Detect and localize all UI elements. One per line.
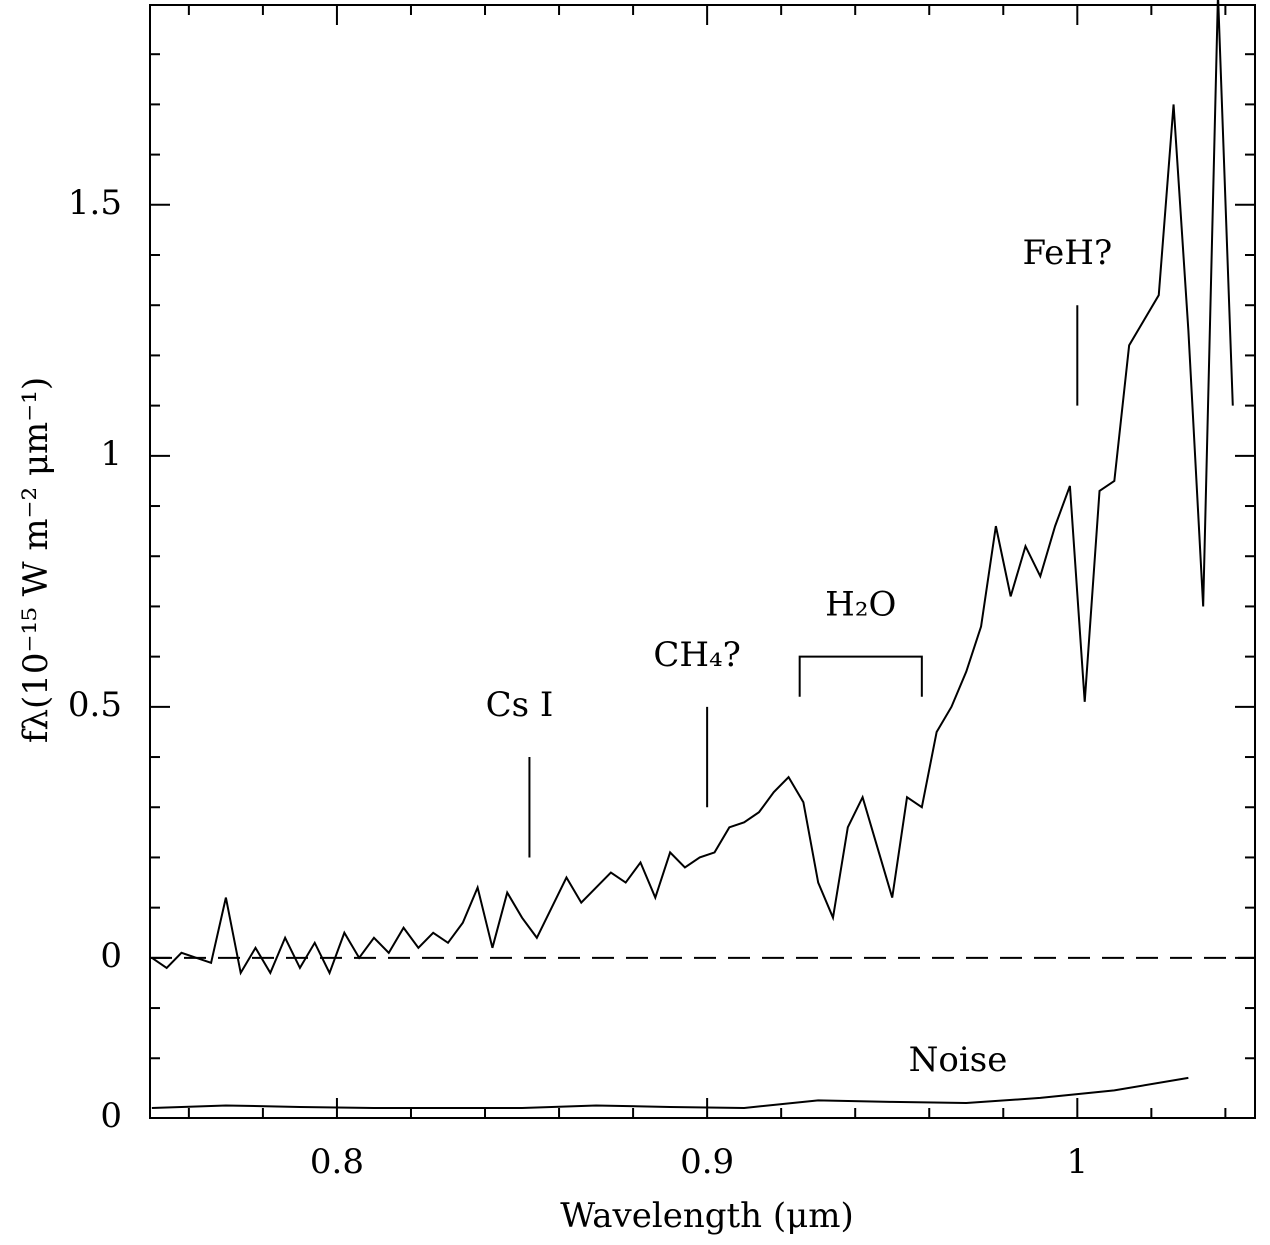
annotation-label: H₂O xyxy=(825,585,896,625)
annotation-label: CH₄? xyxy=(653,635,741,675)
y-axis-label: fλ(10⁻¹⁵ W m⁻² μm⁻¹) xyxy=(16,377,56,743)
spectrum-line xyxy=(151,1076,1189,1109)
y-tick-label: 0 xyxy=(100,936,122,976)
x-axis-label: Wavelength (μm) xyxy=(560,1196,853,1236)
annotation-label: FeH? xyxy=(1022,233,1112,273)
annotation-bracket xyxy=(798,655,923,697)
plot-frame xyxy=(149,4,1256,1119)
y-tick-label: 1.5 xyxy=(68,183,122,223)
x-tick-label: 0.8 xyxy=(310,1142,364,1182)
y-tick-label: 1 xyxy=(100,434,122,474)
x-tick-label: 0.9 xyxy=(680,1142,734,1182)
y2-tick-label: 0 xyxy=(100,1096,122,1136)
x-tick-label: 1 xyxy=(1066,1142,1088,1182)
annotation-label: Cs I xyxy=(486,685,554,725)
series-label: Noise xyxy=(909,1040,1008,1080)
y-tick-label: 0.5 xyxy=(68,685,122,725)
spectrum-line xyxy=(151,0,1234,976)
